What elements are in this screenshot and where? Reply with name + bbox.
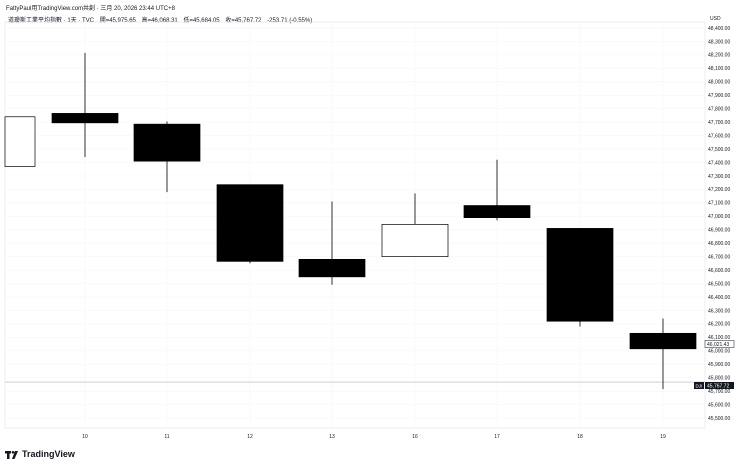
y-tick-label: 46,600.00 [708,268,730,274]
candle-body [216,184,284,262]
candle-body [381,224,449,257]
y-tick-label: 46,300.00 [708,308,730,314]
open-value: 開=45,975.65 [99,18,136,24]
y-tick-label: 47,900.00 [708,93,730,99]
candle-body [463,205,531,218]
candle [51,52,119,158]
y-tick-label: 48,300.00 [708,39,730,45]
x-tick-label: 12 [247,434,253,440]
y-tick-label: 48,200.00 [708,53,730,59]
candle-body [546,228,614,322]
x-tick-label: 18 [577,434,583,440]
y-tick-label: 47,400.00 [708,160,730,166]
y-tick-label: 47,800.00 [708,107,730,113]
attribution-text: FattyPaul用TradingView.com共創 · 三月 20, 202… [6,6,175,12]
x-tick-label: 16 [412,434,418,440]
tradingview-logo: TradingView [5,449,75,459]
candle-body [51,113,119,124]
candle [629,318,697,390]
plot-border [4,21,706,429]
candle [546,228,614,327]
last-price-label-text: 45,767.72 [707,383,729,389]
symbol-name: 道瓊斯工業平均指數 · 1天 · TVC [8,18,95,24]
candle [298,201,366,285]
y-tick-label: 48,100.00 [708,66,730,72]
y-tick-label: 48,000.00 [708,80,730,86]
logo-text: TradingView [22,449,75,459]
candle [216,184,284,264]
candle [463,159,531,221]
y-tick-label: 46,000.00 [708,349,730,355]
y-tick-label: 46,200.00 [708,322,730,328]
currency-label: USD [710,16,721,22]
candle [4,116,36,167]
x-tick-label: 19 [660,434,666,440]
last-price-label-box [705,382,734,389]
low-value: 低=45,684.05 [183,18,220,24]
y-tick-label: 46,500.00 [708,281,730,287]
x-tick-label: 17 [494,434,500,440]
y-tick-label: 47,100.00 [708,201,730,207]
candle-body [298,258,366,278]
y-tick-label: 46,400.00 [708,295,730,301]
y-tick-label: 45,900.00 [708,362,730,368]
y-tick-label: 47,600.00 [708,133,730,139]
y-tick-label: 47,200.00 [708,187,730,193]
y-tick-label: 47,000.00 [708,214,730,220]
y-tick-label: 46,100.00 [708,335,730,341]
candle-body [133,123,201,162]
y-tick-label: 47,500.00 [708,147,730,153]
y-tick-label: 48,400.00 [708,26,730,32]
y-tick-label: 45,600.00 [708,402,730,408]
y-tick-label: 45,700.00 [708,389,730,395]
x-tick-label: 11 [164,434,169,440]
candle-body [629,332,697,350]
y-tick-label: 45,500.00 [708,416,730,422]
y-tick-label: 46,700.00 [708,254,730,260]
candle [381,193,449,257]
price-label-text: 46,021.43 [707,342,729,348]
y-tick-label: 46,900.00 [708,228,730,234]
y-tick-label: 47,300.00 [708,174,730,180]
high-value: 高=46,068.31 [141,18,178,24]
symbol-tag-box [694,382,704,389]
x-tick-label: 10 [82,434,88,440]
y-tick-label: 45,800.00 [708,376,730,382]
candle [133,121,201,193]
tradingview-logo-icon [5,450,18,459]
y-tick-label: 47,700.00 [708,120,730,126]
y-tick-label: 46,800.00 [708,241,730,247]
change-value: -253.71 (-0.55%) [267,18,313,24]
x-tick-label: 13 [329,434,335,440]
price-label-box [704,340,735,348]
candle-body [4,116,36,167]
close-value: 收=45,767.72 [225,18,262,24]
symbol-ohlc-legend: 道瓊斯工業平均指數 · 1天 · TVC 開=45,975.65 高=46,06… [8,15,316,24]
symbol-tag-text: DJI [696,383,703,388]
